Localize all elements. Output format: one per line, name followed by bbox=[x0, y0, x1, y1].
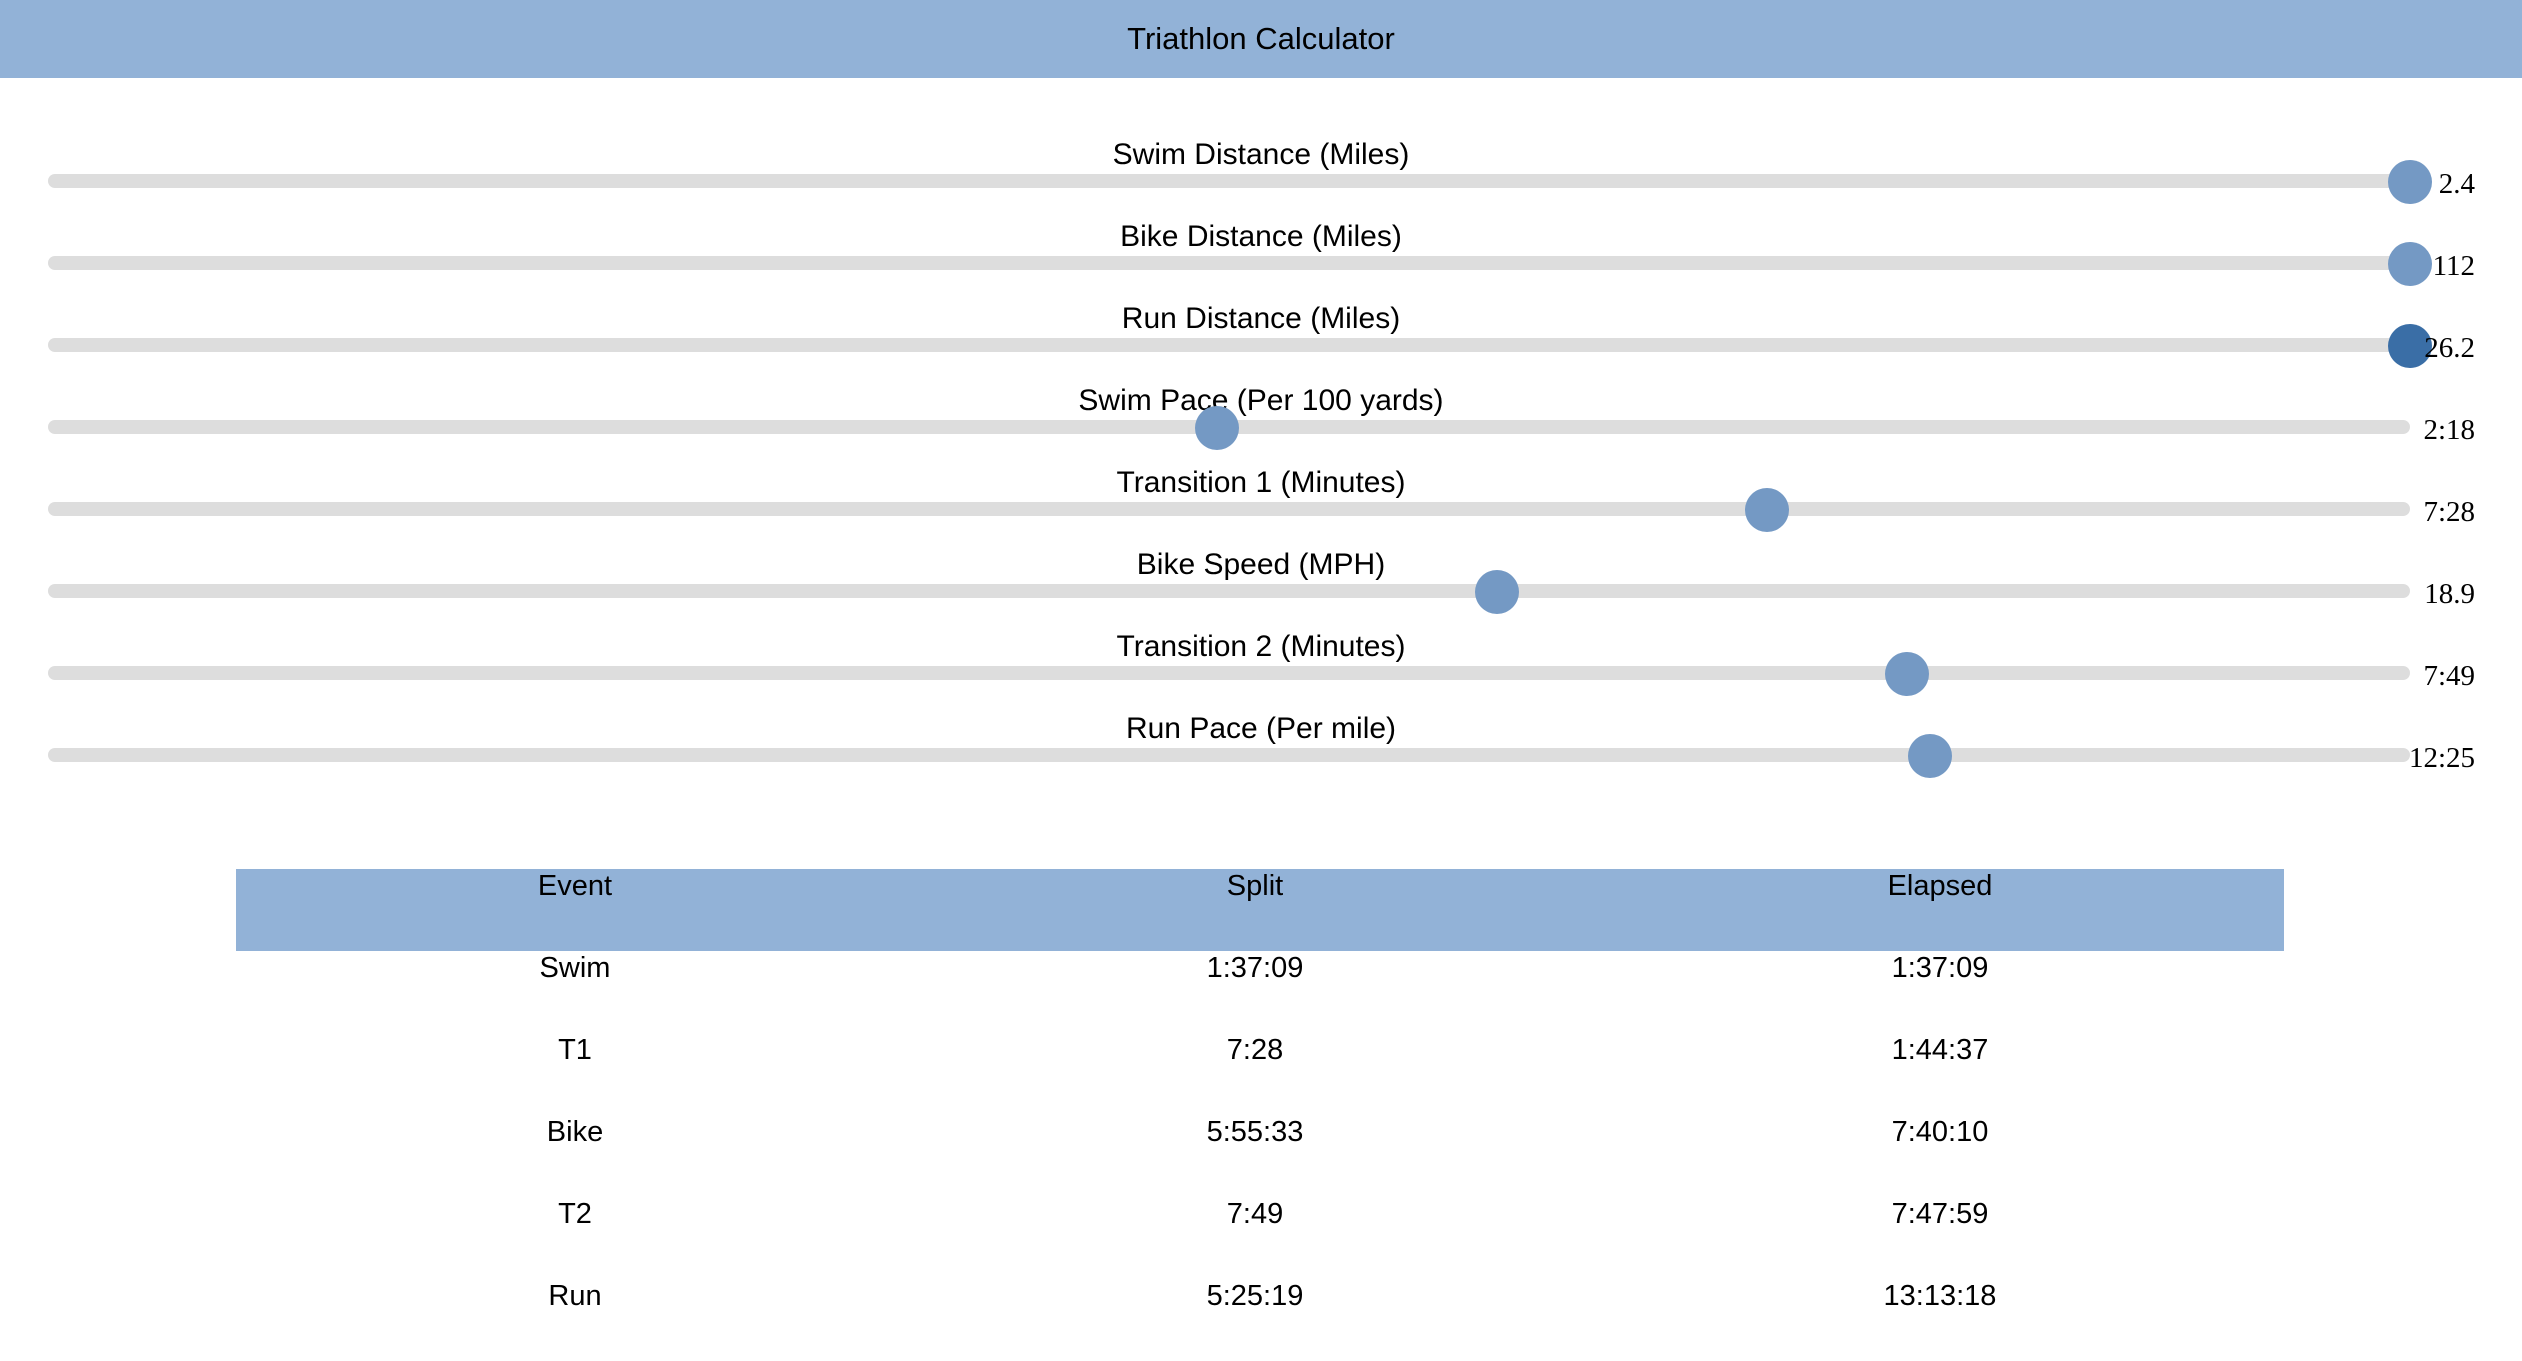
slider-thumb[interactable] bbox=[1475, 570, 1520, 614]
event-cell: Bike bbox=[546, 1116, 604, 1148]
event-cell: Run bbox=[548, 1280, 602, 1312]
slider-track[interactable] bbox=[48, 174, 2410, 188]
slider-label: Swim Distance (Miles) bbox=[1112, 138, 1410, 171]
header-event: Event bbox=[236, 869, 914, 951]
header-elapsed: Elapsed bbox=[1596, 869, 2284, 951]
slider-value: 7:28 bbox=[2423, 496, 2475, 528]
slider-value: 12:25 bbox=[2408, 742, 2475, 774]
slider-panel: Swim Distance (Miles) 2.4 Bike Distance (M… bbox=[0, 135, 2522, 791]
slider-swim-distance: Swim Distance (Miles) 2.4 bbox=[0, 135, 2522, 217]
slider-label: Swim Pace (Per 100 yards) bbox=[1078, 384, 1444, 417]
split-cell: 7:49 bbox=[1226, 1198, 1284, 1230]
slider-value: 2.4 bbox=[2438, 168, 2475, 200]
slider-track[interactable] bbox=[48, 338, 2410, 352]
slider-run-pace: Run Pace (Per mile) 12:25 bbox=[0, 709, 2522, 791]
table-header-row: Event Split Elapsed bbox=[236, 869, 2284, 951]
table-row: Swim 1:37:09 1:37:09 bbox=[236, 951, 2284, 1033]
slider-label: Bike Distance (Miles) bbox=[1120, 220, 1402, 253]
split-cell: 5:25:19 bbox=[1206, 1280, 1304, 1312]
slider-transition-1: Transition 1 (Minutes) 7:28 bbox=[0, 463, 2522, 545]
elapsed-cell: 7:47:59 bbox=[1891, 1198, 1989, 1230]
slider-thumb[interactable] bbox=[1194, 406, 1239, 450]
header-split: Split bbox=[914, 869, 1596, 951]
slider-value: 26.2 bbox=[2424, 332, 2475, 364]
elapsed-cell: 7:40:10 bbox=[1891, 1116, 1989, 1148]
table-row: T1 7:28 1:44:37 bbox=[236, 1033, 2284, 1115]
split-cell: 1:37:09 bbox=[1206, 952, 1304, 984]
slider-track[interactable] bbox=[48, 748, 2410, 762]
slider-track[interactable] bbox=[48, 256, 2410, 270]
split-cell: 5:55:33 bbox=[1206, 1116, 1304, 1148]
elapsed-cell: 1:37:09 bbox=[1891, 952, 1989, 984]
slider-thumb[interactable] bbox=[1908, 734, 1953, 778]
table-row: T2 7:49 7:47:59 bbox=[236, 1197, 2284, 1279]
slider-bike-speed: Bike Speed (MPH) 18.9 bbox=[0, 545, 2522, 627]
slider-thumb[interactable] bbox=[2388, 324, 2432, 368]
slider-value: 2:18 bbox=[2423, 414, 2475, 446]
slider-run-distance: Run Distance (Miles) 26.2 bbox=[0, 299, 2522, 381]
results-table: Event Split Elapsed Swim 1:37:09 1:37:09… bbox=[236, 869, 2284, 1361]
event-cell: Swim bbox=[539, 952, 611, 984]
slider-label: Bike Speed (MPH) bbox=[1136, 548, 1386, 581]
split-cell: 7:28 bbox=[1226, 1034, 1284, 1066]
table-row: Bike 5:55:33 7:40:10 bbox=[236, 1115, 2284, 1197]
app-title: Triathlon Calculator bbox=[1127, 21, 1395, 56]
slider-track[interactable] bbox=[48, 584, 2410, 598]
elapsed-cell: 13:13:18 bbox=[1883, 1280, 1997, 1312]
event-cell: T1 bbox=[558, 1034, 592, 1066]
slider-value: 18.9 bbox=[2424, 578, 2475, 610]
slider-transition-2: Transition 2 (Minutes) 7:49 bbox=[0, 627, 2522, 709]
slider-label: Transition 1 (Minutes) bbox=[1116, 466, 1406, 499]
slider-label: Run Distance (Miles) bbox=[1121, 302, 1401, 335]
slider-value: 112 bbox=[2432, 250, 2475, 282]
slider-label: Run Pace (Per mile) bbox=[1125, 712, 1397, 745]
slider-thumb[interactable] bbox=[2388, 242, 2432, 286]
slider-label: Transition 2 (Minutes) bbox=[1116, 630, 1406, 663]
event-cell: T2 bbox=[558, 1198, 592, 1230]
elapsed-cell: 1:44:37 bbox=[1891, 1034, 1989, 1066]
table-row: Run 5:25:19 13:13:18 bbox=[236, 1279, 2284, 1361]
app-header: Triathlon Calculator bbox=[0, 0, 2522, 78]
slider-thumb[interactable] bbox=[1744, 488, 1789, 532]
slider-swim-pace: Swim Pace (Per 100 yards) 2:18 bbox=[0, 381, 2522, 463]
slider-bike-distance: Bike Distance (Miles) 112 bbox=[0, 217, 2522, 299]
slider-track[interactable] bbox=[48, 502, 2410, 516]
slider-thumb[interactable] bbox=[2388, 160, 2432, 204]
slider-track[interactable] bbox=[48, 666, 2410, 680]
slider-thumb[interactable] bbox=[1884, 652, 1929, 696]
slider-value: 7:49 bbox=[2423, 660, 2475, 692]
